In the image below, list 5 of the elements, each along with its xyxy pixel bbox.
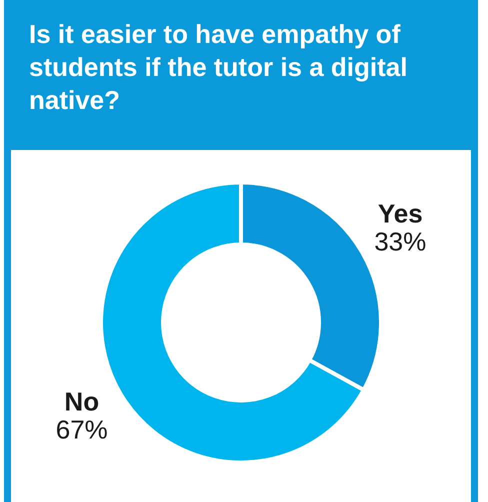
- data-label: 33%: [374, 226, 426, 256]
- data-label: 67%: [56, 414, 108, 445]
- slice-label: No: [64, 386, 100, 417]
- slice-label: Yes: [378, 198, 423, 228]
- chart-title: Is it easier to have empathy of students if the tutor is a digital native?: [11, 0, 471, 150]
